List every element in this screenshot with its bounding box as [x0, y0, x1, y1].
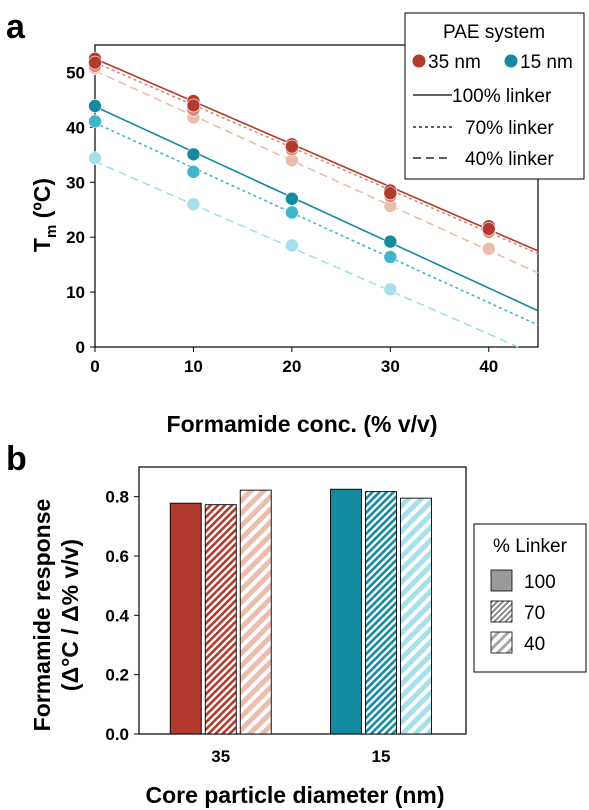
- panel-a: a 0 10 20 30 40 0 10 20 30 40 50 Tm (ºC) Formamide…: [6, 8, 585, 437]
- panel-b-y-axis-label-line1: Formamide response: [29, 499, 55, 732]
- fit-line-35_40: [94, 70, 539, 274]
- data-point-15_40: [285, 238, 299, 253]
- panel-a-letter: a: [6, 8, 26, 46]
- x-tick-label: 30: [381, 357, 400, 376]
- legend-b-label-100: 100: [524, 572, 556, 593]
- bar-35-70: [204, 504, 237, 735]
- fit-line-35_100: [94, 57, 539, 252]
- x-tick-label: 20: [282, 357, 301, 376]
- legend-b-swatch-70: [490, 600, 513, 623]
- y-tick-label: 0.0: [105, 725, 129, 744]
- y-tick-label: 30: [66, 173, 85, 192]
- panel-a-frame: [94, 44, 539, 348]
- panel-b-legend: % Linker 100 70 40: [473, 523, 587, 673]
- legend-label-70-linker: 70% linker: [465, 118, 554, 139]
- data-point-15_40: [186, 197, 201, 212]
- legend-label-100-linker: 100% linker: [452, 86, 552, 107]
- panel-a-plot-area: 0 10 20 30 40 0 10 20 30 40 50: [66, 44, 539, 376]
- bar-35-40: [239, 489, 272, 735]
- data-point-15_70: [88, 114, 102, 129]
- x-tick-label: 10: [184, 357, 203, 376]
- legend-box: [404, 12, 585, 180]
- bar-15-70: [365, 491, 397, 735]
- data-point-15_100: [285, 191, 299, 206]
- data-point-15_70: [285, 205, 299, 220]
- y-tick-label: 50: [66, 63, 85, 82]
- data-point-35_100: [88, 55, 102, 70]
- data-point-15_100: [88, 99, 102, 113]
- legend-marker-35nm: [412, 54, 426, 68]
- data-point-35_100: [383, 186, 398, 201]
- legend-b-swatch-100: [490, 569, 513, 592]
- legend-label-40-linker: 40% linker: [465, 149, 554, 170]
- y-tick-label: 0.4: [105, 606, 129, 625]
- x-tick-label: 35: [211, 747, 230, 766]
- panel-b-letter: b: [6, 440, 27, 478]
- y-tick-label: 0: [76, 338, 85, 357]
- y-tick-label: 0.8: [105, 488, 129, 507]
- panel-a-x-axis-label: Formamide conc. (% v/v): [167, 411, 438, 437]
- fit-line-15_40: [94, 160, 519, 348]
- bar-15-40: [400, 497, 432, 735]
- fit-line-35_70: [94, 61, 539, 255]
- legend-label-15nm: 15 nm: [520, 52, 573, 73]
- panel-b: b 0.0 0.2 0.4 0.6 0.8 35 15 Formamide response…: [6, 440, 587, 808]
- data-point-15_40: [88, 151, 102, 165]
- legend-b-label-40: 40: [524, 634, 545, 655]
- y-tick-label: 40: [66, 118, 85, 137]
- panel-b-y-axis-label-line2: (Δ°C / Δ% v/v): [57, 539, 83, 691]
- legend-b-title: % Linker: [493, 536, 568, 557]
- data-point-15_70: [383, 250, 398, 264]
- y-tick-label: 0.2: [105, 666, 129, 685]
- bar-15-100: [330, 488, 362, 735]
- x-tick-label: 0: [90, 357, 99, 376]
- legend-title: PAE system: [443, 22, 545, 43]
- x-tick-label: 40: [479, 357, 498, 376]
- bar-35-100: [169, 502, 202, 735]
- data-point-15_40: [383, 282, 398, 297]
- legend-label-35nm: 35 nm: [428, 52, 481, 73]
- fit-line-15_100: [94, 105, 539, 312]
- legend-b-label-70: 70: [524, 603, 545, 624]
- panel-b-frame: [138, 466, 467, 735]
- legend-marker-15nm: [504, 54, 518, 68]
- data-point-35_40: [481, 241, 496, 256]
- legend-b-swatch-40: [490, 631, 513, 654]
- data-point-35_100: [186, 98, 201, 113]
- data-point-15_70: [186, 165, 201, 179]
- y-tick-label: 0.6: [105, 547, 129, 566]
- data-point-15_100: [186, 147, 201, 162]
- panel-a-y-axis-label: Tm (ºC): [29, 178, 60, 252]
- panel-b-plot-area: 0.0 0.2 0.4 0.6 0.8 35 15: [105, 466, 467, 766]
- panel-a-legend: PAE system 35 nm 15 nm 100% linker 70% l…: [404, 12, 585, 180]
- x-tick-label: 15: [372, 747, 391, 766]
- data-point-15_100: [383, 234, 398, 249]
- y-tick-label: 20: [66, 228, 85, 247]
- data-point-35_100: [481, 222, 496, 236]
- data-point-35_100: [285, 139, 299, 154]
- y-tick-label: 10: [66, 283, 85, 302]
- panel-b-x-axis-label: Core particle diameter (nm): [145, 782, 444, 808]
